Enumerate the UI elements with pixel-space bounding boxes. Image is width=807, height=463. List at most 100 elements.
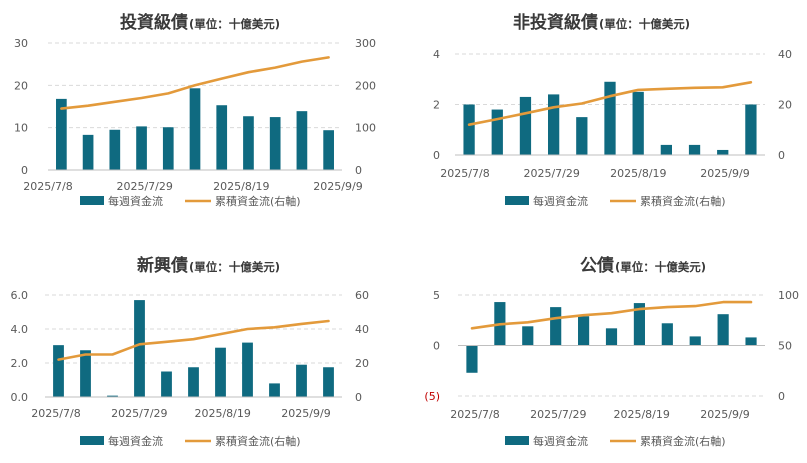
weekly-flow-bar — [188, 367, 199, 397]
weekly-flow-bar — [215, 347, 226, 397]
left-axis-tick-label: 6.0 — [11, 289, 29, 302]
left-axis-tick-label: 2 — [433, 99, 440, 112]
weekly-flow-bar — [491, 109, 503, 155]
left-axis-tick-label: 0 — [433, 149, 440, 162]
weekly-flow-bar — [269, 117, 281, 170]
weekly-flow-bar — [243, 116, 254, 170]
left-axis-tick-label: 0.0 — [11, 391, 29, 404]
chart-legend: 每週資金流 累積資金流(右軸) — [80, 434, 301, 448]
legend-bar-label: 每週資金流 — [108, 434, 163, 448]
legend-line-label: 累積資金流(右軸) — [215, 194, 301, 208]
legend-bar-swatch — [505, 436, 529, 445]
x-axis-tick-label: 2025/8/19 — [613, 408, 669, 421]
chart-unit-label: (單位：十億美元) — [189, 260, 280, 274]
legend-bar-label: 每週資金流 — [533, 194, 588, 208]
right-axis-tick-label: 300 — [355, 37, 376, 50]
weekly-flow-bar — [745, 104, 757, 155]
x-axis-tick-label: 2025/7/8 — [31, 407, 80, 420]
chart-legend: 每週資金流 累積資金流(右軸) — [80, 194, 301, 208]
chart-legend: 每週資金流 累積資金流(右軸) — [505, 194, 726, 208]
weekly-flow-bar — [633, 303, 645, 346]
right-axis-tick-label: 200 — [355, 79, 376, 92]
chart-unit-label: (單位：十億美元) — [615, 260, 706, 274]
x-axis-tick-label: 2025/7/29 — [111, 407, 167, 420]
weekly-flow-bar — [296, 111, 308, 170]
chart-unit-label: (單位：十億美元) — [599, 17, 690, 31]
weekly-flow-bar — [717, 314, 729, 346]
chart-legend: 每週資金流 累積資金流(右軸) — [505, 434, 726, 448]
x-axis-tick-label: 2025/7/8 — [450, 408, 499, 421]
legend-bar-label: 每週資金流 — [108, 194, 163, 208]
cumulative-flow-line — [60, 56, 330, 110]
right-axis-tick-label: 0 — [355, 391, 362, 404]
legend-bar-swatch — [80, 436, 104, 445]
right-axis-tick-label: 0 — [778, 149, 785, 162]
x-axis-tick-label: 2025/8/19 — [610, 167, 666, 180]
left-axis-tick-label: 5 — [433, 289, 440, 302]
right-axis-tick-label: 0 — [355, 164, 362, 177]
weekly-flow-bar — [162, 127, 174, 170]
x-axis-tick-label: 2025/9/9 — [700, 408, 749, 421]
weekly-flow-bar — [323, 130, 334, 170]
chart-title: 新興債 — [137, 255, 188, 276]
weekly-flow-bar — [161, 371, 172, 397]
weekly-flow-bar — [661, 323, 673, 346]
cumulative-flow-line — [470, 300, 753, 330]
right-axis-tick-label: 40 — [778, 48, 792, 61]
x-axis-tick-label: 2025/8/19 — [194, 407, 250, 420]
weekly-flow-bar — [717, 149, 729, 155]
legend-bar-label: 每週資金流 — [533, 434, 588, 448]
weekly-flow-bar — [134, 300, 145, 397]
legend-line-label: 累積資金流(右軸) — [640, 194, 726, 208]
legend-bar-swatch — [80, 196, 104, 205]
weekly-flow-bar — [689, 336, 701, 346]
weekly-flow-bar — [136, 126, 147, 170]
weekly-flow-bar — [463, 104, 475, 155]
chart-panel-3: 新興債 (單位：十億美元) 0.0 2.0 4.0 6.0 0 20 40 60 2025/7/8 2… — [11, 255, 370, 448]
legend-bar-swatch — [505, 196, 529, 205]
x-axis-tick-label: 2025/8/19 — [213, 180, 269, 193]
weekly-flow-bar — [578, 316, 590, 346]
weekly-flow-bar — [296, 364, 307, 397]
weekly-flow-bar — [82, 134, 94, 170]
x-axis-tick-label: 2025/7/29 — [116, 180, 172, 193]
weekly-flow-bar — [605, 328, 618, 346]
left-axis-tick-label: 2.0 — [11, 357, 29, 370]
right-axis-tick-label: 20 — [778, 99, 792, 112]
x-axis-tick-label: 2025/9/9 — [700, 167, 749, 180]
left-axis-tick-label: 20 — [14, 79, 28, 92]
x-axis-tick-label: 2025/7/29 — [523, 167, 579, 180]
left-axis-tick-label: 0 — [21, 164, 28, 177]
weekly-flow-bar — [604, 81, 616, 155]
legend-line-label: 累積資金流(右軸) — [215, 434, 301, 448]
weekly-flow-bar — [323, 367, 334, 397]
right-axis-tick-label: 40 — [355, 323, 369, 336]
x-axis-tick-label: 2025/7/8 — [23, 180, 72, 193]
weekly-flow-bar — [660, 144, 672, 155]
weekly-flow-bar — [269, 383, 280, 397]
chart-title: 非投資級債 — [513, 12, 598, 33]
weekly-flow-bar — [548, 94, 560, 155]
weekly-flow-bar — [745, 337, 757, 346]
weekly-flow-bar — [519, 96, 532, 155]
right-axis-tick-label: 20 — [355, 357, 369, 370]
left-axis-tick-label: (5) — [424, 390, 440, 403]
weekly-flow-bar — [466, 345, 478, 373]
weekly-flow-bar — [107, 395, 118, 397]
weekly-flow-bar — [688, 144, 701, 155]
weekly-flow-bar — [242, 342, 253, 397]
x-axis-tick-label: 2025/7/29 — [530, 408, 586, 421]
weekly-flow-bar — [56, 98, 67, 170]
x-axis-tick-label: 2025/9/9 — [313, 180, 362, 193]
cumulative-flow-line — [467, 81, 753, 126]
right-axis-tick-label: 0 — [778, 390, 785, 403]
weekly-flow-bar — [576, 117, 588, 155]
left-axis-tick-label: 4 — [433, 48, 440, 61]
right-axis-tick-label: 100 — [778, 289, 799, 302]
weekly-flow-bar — [189, 88, 201, 170]
x-axis-tick-label: 2025/9/9 — [281, 407, 330, 420]
weekly-flow-bar — [632, 91, 644, 155]
